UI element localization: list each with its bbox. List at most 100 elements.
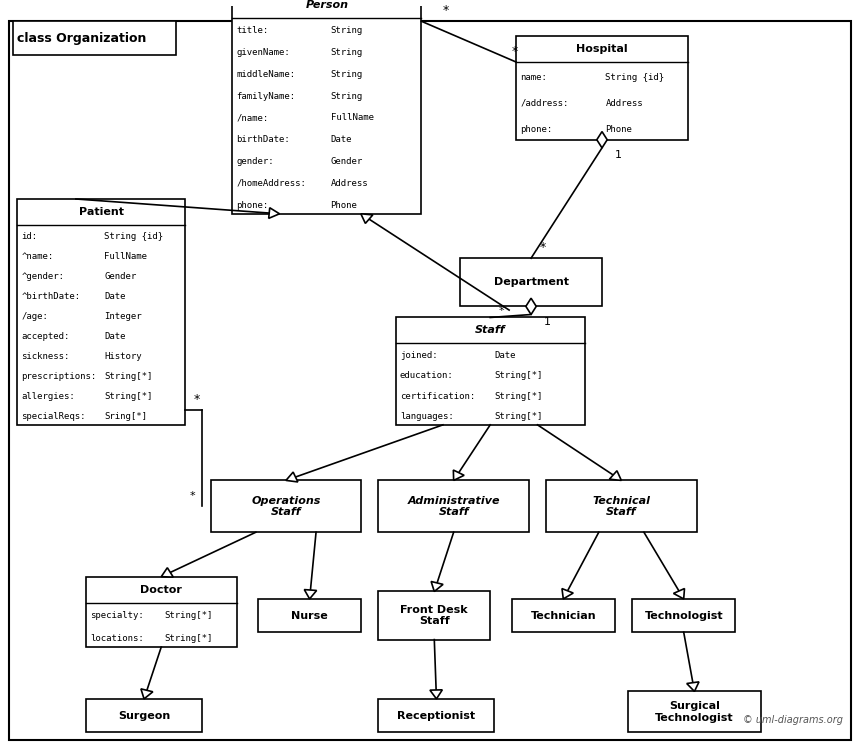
Polygon shape [597,131,607,148]
Text: ^gender:: ^gender: [22,273,64,282]
Text: FullName: FullName [330,114,373,123]
Text: id:: id: [22,232,38,241]
Text: Technologist: Technologist [644,610,723,621]
Text: FullName: FullName [104,252,147,261]
Text: Operations
Staff: Operations Staff [251,495,321,517]
FancyBboxPatch shape [86,699,202,732]
Text: phone:: phone: [237,201,268,210]
Text: String[*]: String[*] [494,412,543,421]
Text: *: * [499,306,505,316]
Text: Sring[*]: Sring[*] [104,412,147,421]
Polygon shape [141,689,153,699]
FancyBboxPatch shape [232,0,421,214]
Polygon shape [431,581,443,592]
Text: familyName:: familyName: [237,92,296,101]
FancyBboxPatch shape [13,21,176,55]
Text: Date: Date [494,351,515,360]
Text: Gender: Gender [104,273,137,282]
Text: String[*]: String[*] [164,612,212,621]
Text: title:: title: [237,26,268,35]
Text: Address: Address [605,99,643,108]
Text: Hospital: Hospital [576,44,628,54]
FancyBboxPatch shape [378,592,490,639]
Text: class Organization: class Organization [17,32,146,45]
Text: phone:: phone: [520,125,552,134]
Text: Person: Person [305,0,348,10]
Text: Administrative
Staff: Administrative Staff [408,495,500,517]
Text: Staff: Staff [475,326,506,335]
Text: String[*]: String[*] [164,633,212,642]
Text: Technical
Staff: Technical Staff [593,495,650,517]
Polygon shape [453,470,464,480]
FancyBboxPatch shape [396,317,585,425]
Text: 1: 1 [615,150,622,161]
Polygon shape [525,298,537,314]
Polygon shape [687,682,699,692]
Text: *: * [189,491,195,501]
FancyBboxPatch shape [378,699,494,732]
Polygon shape [562,589,574,599]
Text: Date: Date [330,135,352,144]
Text: String[*]: String[*] [494,371,543,380]
Text: middleName:: middleName: [237,69,296,78]
Text: specialReqs:: specialReqs: [22,412,86,421]
Polygon shape [286,472,298,482]
Text: String: String [330,69,363,78]
FancyBboxPatch shape [258,599,361,632]
Text: *: * [540,241,546,254]
FancyBboxPatch shape [378,480,529,532]
Text: /address:: /address: [520,99,568,108]
FancyBboxPatch shape [17,199,185,425]
Polygon shape [268,208,280,218]
Text: specialty:: specialty: [90,612,144,621]
Text: Front Desk
Staff: Front Desk Staff [401,605,468,626]
Text: *: * [443,4,449,17]
Text: sickness:: sickness: [22,353,70,362]
Text: /age:: /age: [22,312,48,321]
Text: © uml-diagrams.org: © uml-diagrams.org [743,715,843,725]
Text: String[*]: String[*] [104,392,153,401]
Polygon shape [610,471,621,480]
Text: Gender: Gender [330,157,363,166]
Text: Surgeon: Surgeon [118,710,170,721]
FancyBboxPatch shape [211,480,361,532]
Text: education:: education: [400,371,454,380]
Text: String {id}: String {id} [605,73,665,82]
Text: joined:: joined: [400,351,438,360]
Text: 1: 1 [544,317,551,327]
Text: allergies:: allergies: [22,392,76,401]
Text: /homeAddress:: /homeAddress: [237,179,306,187]
Text: String: String [330,26,363,35]
Text: Phone: Phone [605,125,632,134]
FancyBboxPatch shape [9,21,851,740]
Text: accepted:: accepted: [22,332,70,341]
Text: Patient: Patient [78,207,124,217]
Text: ^name:: ^name: [22,252,53,261]
FancyBboxPatch shape [86,577,237,647]
Text: ^birthDate:: ^birthDate: [22,292,81,301]
Polygon shape [304,589,316,599]
Text: Date: Date [104,332,126,341]
Text: Address: Address [330,179,368,187]
Polygon shape [430,689,442,699]
Text: name:: name: [520,73,547,82]
Text: gender:: gender: [237,157,274,166]
Text: /name:: /name: [237,114,268,123]
FancyBboxPatch shape [512,599,615,632]
Polygon shape [361,214,373,223]
Text: Doctor: Doctor [140,585,182,595]
Text: *: * [512,45,518,58]
Polygon shape [162,568,173,577]
FancyBboxPatch shape [516,36,688,140]
Text: Surgical
Technologist: Surgical Technologist [655,701,734,722]
Text: String: String [330,92,363,101]
Text: Date: Date [104,292,126,301]
Text: Receptionist: Receptionist [397,710,476,721]
Text: givenName:: givenName: [237,48,291,57]
Polygon shape [673,589,685,599]
Text: birthDate:: birthDate: [237,135,291,144]
Text: locations:: locations: [90,633,144,642]
Text: Integer: Integer [104,312,142,321]
Text: certification:: certification: [400,392,475,401]
Text: String: String [330,48,363,57]
